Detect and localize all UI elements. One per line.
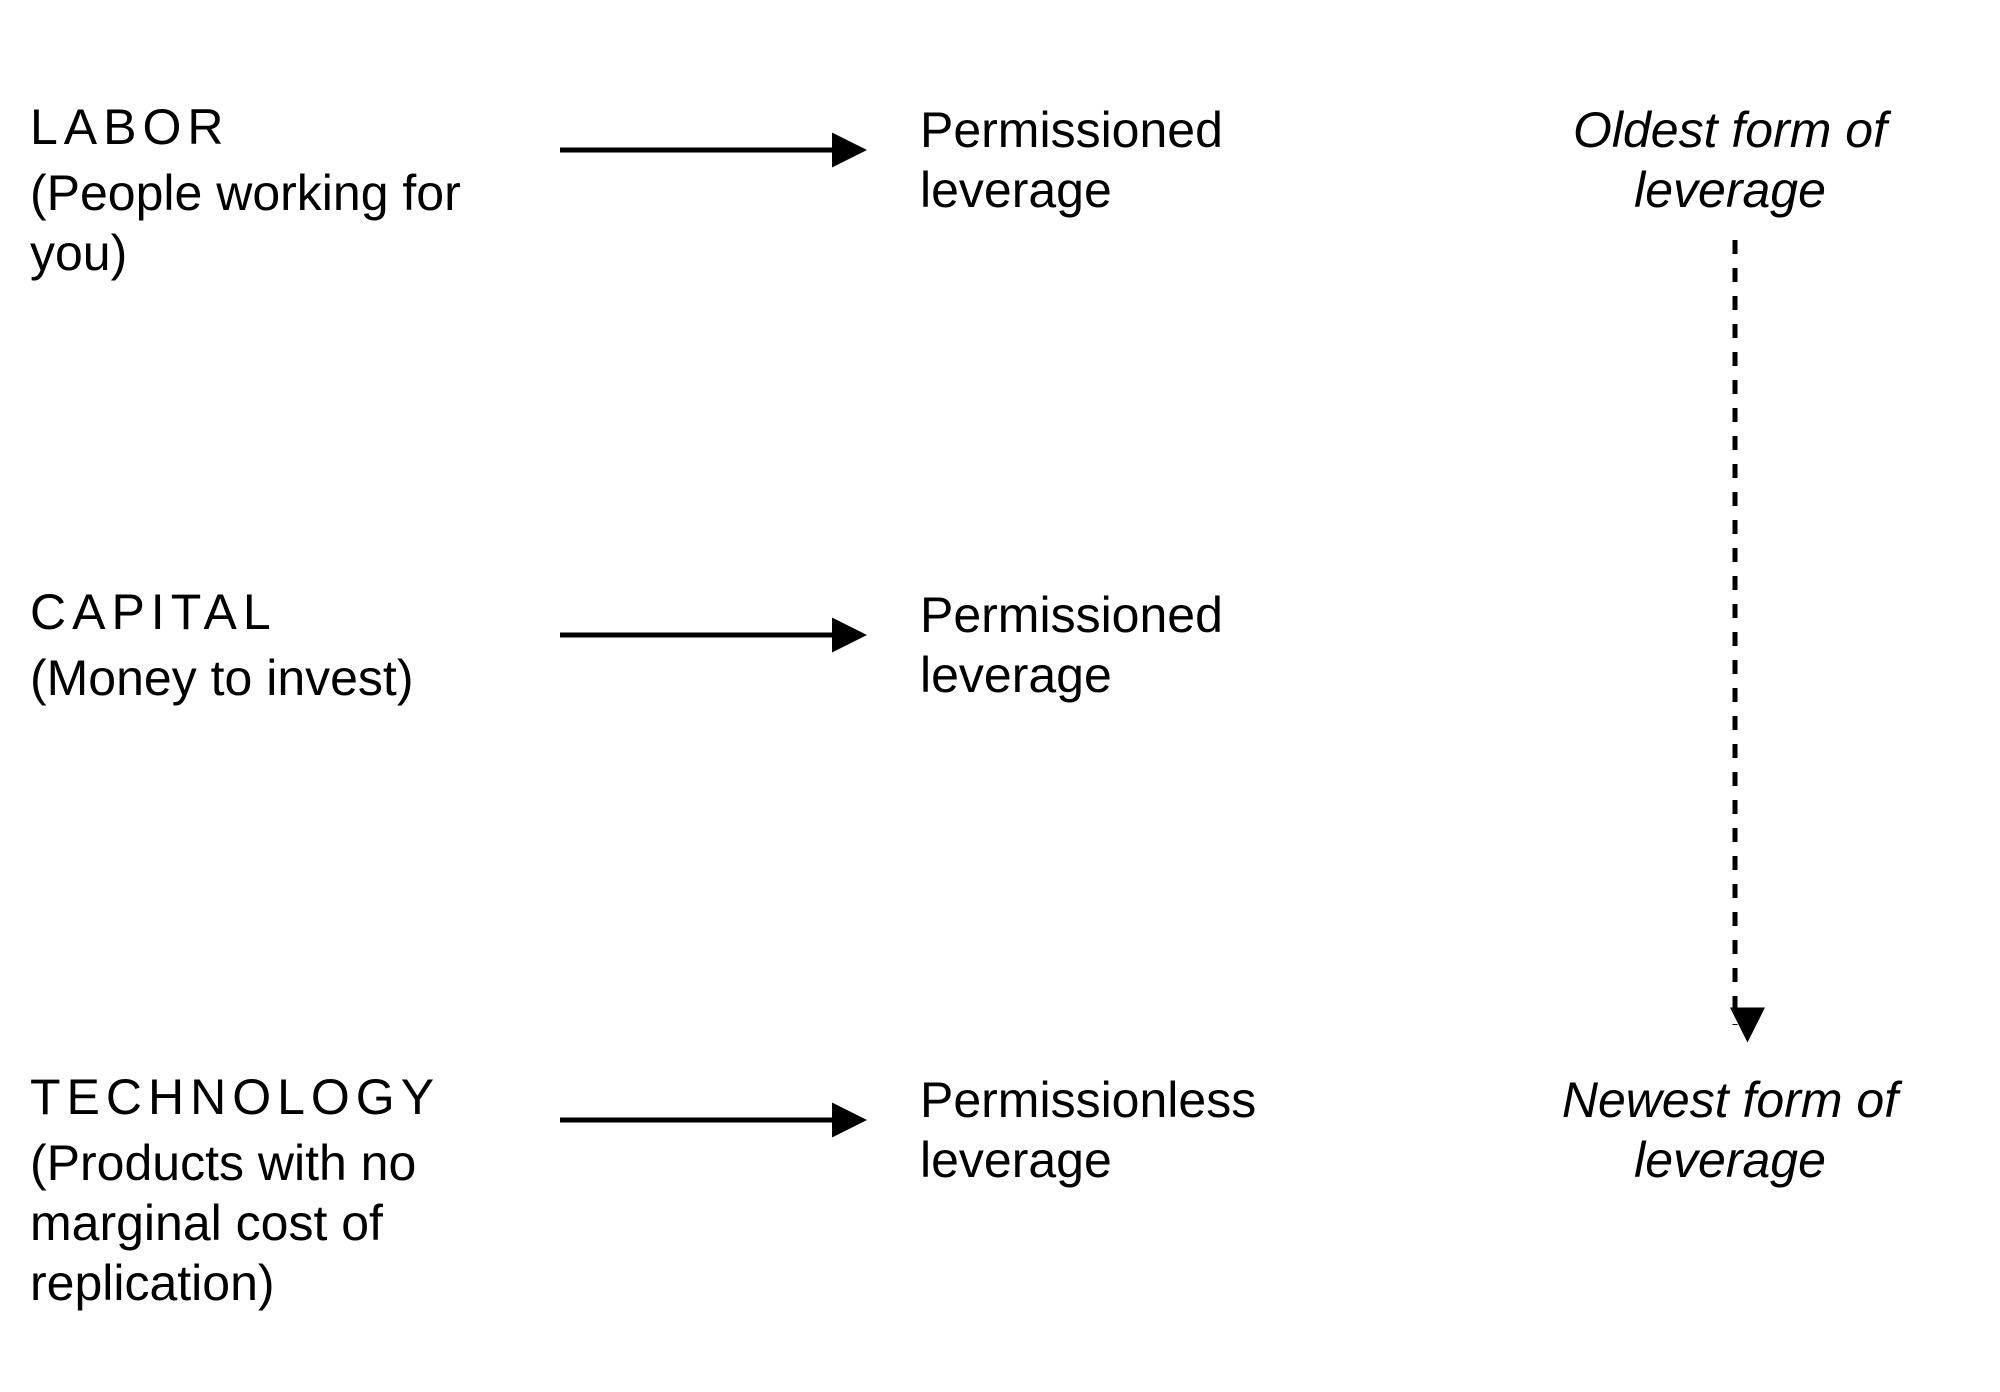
timeline-oldest-label: Oldest form of leverage [1490,100,1970,220]
leverage-diagram: LABOR (People working for you) Permissio… [0,0,2000,1392]
row-labor-left: LABOR (People working for you) [30,100,550,283]
row-technology-title: TECHNOLOGY [30,1070,550,1125]
row-labor-middle-text: Permissioned leverage [920,100,1400,220]
row-technology-middle: Permissionless leverage [920,1070,1400,1190]
row-capital-title: CAPITAL [30,585,550,640]
row-labor-subtitle: (People working for you) [30,163,550,283]
row-labor-middle: Permissioned leverage [920,100,1400,220]
row-capital-middle-text: Permissioned leverage [920,585,1400,705]
row-labor-title: LABOR [30,100,550,155]
row-technology-left: TECHNOLOGY (Products with no marginal co… [30,1070,550,1313]
timeline-column: Oldest form of leverage Newest form of l… [1490,0,1970,1392]
row-technology-subtitle: (Products with no marginal cost of repli… [30,1133,550,1313]
row-capital-subtitle: (Money to invest) [30,648,550,708]
row-technology-middle-text: Permissionless leverage [920,1070,1400,1190]
row-capital-middle: Permissioned leverage [920,585,1400,705]
row-capital-left: CAPITAL (Money to invest) [30,585,550,708]
timeline-newest-label: Newest form of leverage [1490,1070,1970,1190]
